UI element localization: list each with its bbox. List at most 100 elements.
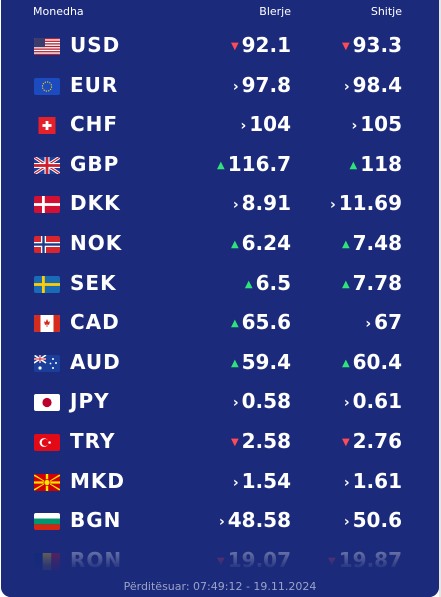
sell-rate: › 67 xyxy=(365,310,402,334)
header-buy: Blerje xyxy=(259,5,291,18)
sell-rate: › 50.6 xyxy=(344,508,402,532)
sell-value: 7.78 xyxy=(352,270,402,295)
buy-rate: › 0.58 xyxy=(233,389,291,413)
no-flag-icon xyxy=(34,235,60,253)
trend-flat-icon: › xyxy=(343,474,350,491)
currency-code: CAD xyxy=(70,310,120,335)
currency-code: CHF xyxy=(70,112,119,137)
currency-code: MKD xyxy=(70,468,126,493)
currency-code: NOK xyxy=(70,230,123,255)
buy-rate: › 48.58 xyxy=(219,508,291,532)
rate-row-usd: USD ▼ 92.1 ▼ 93.3 xyxy=(1,27,439,67)
sell-rate: › 11.69 xyxy=(330,191,402,215)
trend-flat-icon: › xyxy=(343,78,350,95)
rate-row-cad: CAD ▲ 65.6 › 67 xyxy=(1,304,439,344)
sell-rate: › 0.61 xyxy=(344,389,402,413)
sell-rate: ▼ 19.87 xyxy=(328,548,402,572)
rate-row-sek: SEK ▲ 6.5 ▲ 7.78 xyxy=(1,265,439,305)
buy-value: 8.91 xyxy=(241,191,291,216)
ro-flag-icon xyxy=(34,552,60,570)
trend-up-icon: ▲ xyxy=(341,357,350,369)
currency-code: BGN xyxy=(70,508,122,533)
buy-value: 92.1 xyxy=(241,33,291,57)
ch-flag-icon xyxy=(34,117,60,135)
trend-flat-icon: › xyxy=(232,78,239,95)
sell-value: 11.69 xyxy=(338,191,402,216)
sell-value: 93.3 xyxy=(352,33,402,57)
trend-flat-icon: › xyxy=(351,118,358,135)
buy-rate: ▲ 116.7 xyxy=(217,152,291,176)
gb-flag-icon xyxy=(34,156,60,174)
buy-rate: ▼ 2.58 xyxy=(231,429,291,453)
sell-rate: ▲ 7.48 xyxy=(342,231,402,255)
sell-value: 1.61 xyxy=(352,468,402,493)
trend-flat-icon: › xyxy=(232,474,239,491)
trend-up-icon: ▲ xyxy=(349,159,358,171)
rate-row-aud: AUD ▲ 59.4 ▲ 60.4 xyxy=(1,344,439,384)
trend-up-icon: ▲ xyxy=(230,357,239,369)
sell-value: 19.87 xyxy=(338,547,402,572)
trend-flat-icon: › xyxy=(343,395,350,412)
trend-flat-icon: › xyxy=(365,316,372,333)
rate-row-gbp: GBP ▲ 116.7 ▲ 118 xyxy=(1,146,439,186)
sell-rate: ▲ 7.78 xyxy=(342,271,402,295)
table-header: Monedha Blerje Shitje xyxy=(1,0,439,24)
currency-code: RON xyxy=(70,547,123,572)
trend-flat-icon: › xyxy=(232,197,239,214)
sell-rate: ▼ 93.3 xyxy=(342,33,402,57)
sell-value: 2.76 xyxy=(352,428,402,453)
buy-rate: › 8.91 xyxy=(233,191,291,215)
currency-code: USD xyxy=(70,33,121,57)
buy-value: 6.24 xyxy=(241,230,291,255)
trend-flat-icon: › xyxy=(240,118,247,135)
buy-value: 104 xyxy=(249,112,291,137)
rate-row-jpy: JPY › 0.58 › 0.61 xyxy=(1,383,439,423)
jp-flag-icon xyxy=(34,394,60,412)
rate-row-mkd: MKD › 1.54 › 1.61 xyxy=(1,463,439,503)
rate-row-bgn: BGN › 48.58 › 50.6 xyxy=(1,502,439,542)
rate-row-try: TRY ▼ 2.58 ▼ 2.76 xyxy=(1,423,439,463)
trend-up-icon: ▲ xyxy=(341,278,350,290)
tr-flag-icon xyxy=(34,433,60,451)
currency-code: AUD xyxy=(70,349,121,374)
us-flag-icon xyxy=(34,38,60,55)
currency-code: SEK xyxy=(70,270,117,295)
trend-down-icon: ▼ xyxy=(328,555,336,567)
sell-rate: ▲ 60.4 xyxy=(342,350,402,374)
rate-row-nok: NOK ▲ 6.24 ▲ 7.48 xyxy=(1,225,439,265)
buy-rate: › 1.54 xyxy=(233,469,291,493)
header-currency: Monedha xyxy=(33,5,84,18)
rates-list: USD ▼ 92.1 ▼ 93.3 EUR › 97.8 › 98.4 CHF › 104 › 105 GBP… xyxy=(1,27,439,581)
rate-row-chf: CHF › 104 › 105 xyxy=(1,106,439,146)
sell-rate: ▼ 2.76 xyxy=(342,429,402,453)
buy-rate: › 97.8 xyxy=(233,73,291,97)
trend-up-icon: ▲ xyxy=(244,278,253,290)
au-flag-icon xyxy=(34,354,60,372)
buy-rate: ▼ 19.07 xyxy=(217,548,291,572)
buy-rate: ▲ 65.6 xyxy=(231,310,291,334)
trend-down-icon: ▼ xyxy=(341,436,350,448)
buy-rate: ▼ 92.1 xyxy=(231,33,291,57)
last-updated-text: Përditësuar: 07:49:12 - 19.11.2024 xyxy=(123,580,317,593)
trend-flat-icon: › xyxy=(343,514,350,531)
trend-down-icon: ▼ xyxy=(341,41,350,52)
trend-flat-icon: › xyxy=(218,514,225,531)
sell-rate: › 98.4 xyxy=(344,73,402,97)
currency-code: JPY xyxy=(70,389,110,414)
buy-value: 1.54 xyxy=(241,468,291,493)
trend-flat-icon: › xyxy=(329,197,336,214)
se-flag-icon xyxy=(34,275,60,293)
buy-value: 6.5 xyxy=(255,270,291,295)
trend-up-icon: ▲ xyxy=(341,238,350,250)
ca-flag-icon xyxy=(34,315,60,333)
currency-code: DKK xyxy=(70,191,121,216)
trend-up-icon: ▲ xyxy=(217,159,225,171)
scrollbar[interactable] xyxy=(439,0,441,597)
sell-value: 7.48 xyxy=(352,230,402,255)
buy-rate: ▲ 59.4 xyxy=(231,350,291,374)
currency-code: GBP xyxy=(70,151,120,176)
sell-value: 118 xyxy=(360,151,402,176)
buy-value: 65.6 xyxy=(241,310,291,335)
sell-value: 50.6 xyxy=(352,508,402,533)
